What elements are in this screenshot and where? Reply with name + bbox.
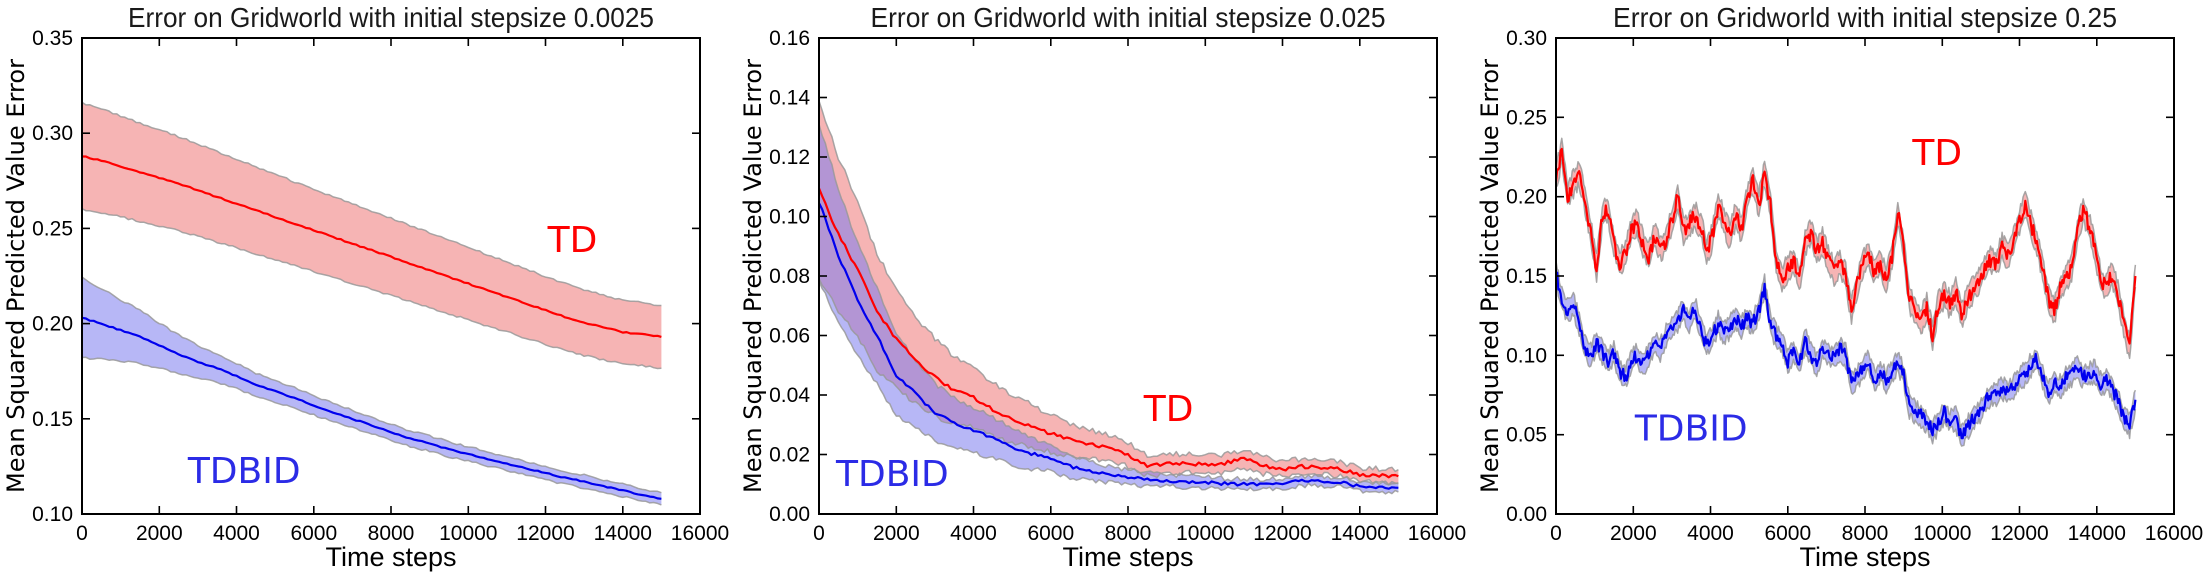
td-band-edge-lower <box>1556 158 2137 360</box>
x-axis-label: Time steps <box>1799 542 1930 572</box>
y-tick-label: 0.12 <box>769 146 810 169</box>
td-confidence-band <box>819 100 1399 485</box>
chart-title: Error on Gridworld with initial stepsize… <box>128 2 654 33</box>
x-tick-label: 6000 <box>1764 522 1811 545</box>
x-tick-label: 8000 <box>368 522 415 545</box>
td-band-edge-lower <box>82 207 662 370</box>
tdbid-band-edge-lower <box>82 356 662 506</box>
x-tick-label: 16000 <box>2145 522 2203 545</box>
x-tick-label: 2000 <box>136 522 183 545</box>
tdbid-annotation: TDBID <box>187 451 301 492</box>
x-tick-label: 4000 <box>950 522 997 545</box>
y-axis-label: Mean Squared Predicted Value Error <box>2 59 30 493</box>
x-tick-label: 0 <box>76 522 88 545</box>
x-axis-label: Time steps <box>325 542 456 572</box>
y-tick-label: 0.25 <box>1506 106 1547 129</box>
y-tick-label: 0.02 <box>769 444 810 467</box>
chart-stepsize-0-25: 0 2000 4000 6000 8000 10000 12000 14000 16000 0.0… <box>1474 0 2211 576</box>
td-band-edge-upper <box>819 100 1399 473</box>
y-tick-label: 0.10 <box>1506 344 1547 367</box>
y-tick-label: 0.10 <box>32 503 73 526</box>
y-tick-label: 0.00 <box>1506 503 1547 526</box>
x-tick-label: 8000 <box>1842 522 1889 545</box>
x-tick-label: 6000 <box>290 522 337 545</box>
y-tick-label: 0.05 <box>1506 424 1547 447</box>
x-tick-label: 2000 <box>873 522 920 545</box>
y-tick-label: 0.08 <box>769 265 810 288</box>
tdbid-mean-line <box>82 316 662 500</box>
tdbid-mean-line <box>1556 271 2137 440</box>
chart-canvas-stepsize-0-0025: 0 2000 4000 6000 8000 10000 12000 14000 16000 0.1… <box>2 2 729 572</box>
tdbid-band-edge-lower <box>819 280 1399 495</box>
y-tick-label: 0.04 <box>769 384 810 407</box>
x-tick-label: 12000 <box>1990 522 2048 545</box>
x-tick-label: 0 <box>1550 522 1562 545</box>
y-tick-label: 0.35 <box>32 27 73 50</box>
tdbid-mean-line <box>819 202 1399 490</box>
x-tick-label: 14000 <box>2068 522 2126 545</box>
td-confidence-band <box>82 102 662 369</box>
td-annotation: TD <box>1143 389 1194 430</box>
tdbid-annotation: TDBID <box>1634 408 1748 449</box>
tdbid-band-edge-lower <box>1556 283 2137 447</box>
x-tick-label: 0 <box>813 522 825 545</box>
x-tick-label: 14000 <box>1331 522 1389 545</box>
x-tick-label: 12000 <box>1253 522 1311 545</box>
y-tick-label: 0.30 <box>1506 27 1547 50</box>
y-tick-label: 0.10 <box>769 206 810 229</box>
x-tick-label: 6000 <box>1027 522 1074 545</box>
y-tick-label: 0.25 <box>32 217 73 240</box>
tdbid-band-edge-upper <box>82 276 662 494</box>
y-tick-label: 0.16 <box>769 27 810 50</box>
tdbid-annotation: TDBID <box>835 454 949 495</box>
tdbid-band-edge-upper <box>819 123 1399 486</box>
chart-canvas-stepsize-0-25: 0 2000 4000 6000 8000 10000 12000 14000 16000 0.0… <box>1476 2 2203 572</box>
y-tick-label: 0.15 <box>32 408 73 431</box>
x-tick-label: 8000 <box>1105 522 1152 545</box>
x-tick-label: 2000 <box>1610 522 1657 545</box>
x-tick-label: 14000 <box>594 522 652 545</box>
y-tick-label: 0.15 <box>1506 265 1547 288</box>
tdbid-band-edge-upper <box>1556 260 2137 429</box>
td-mean-line <box>82 155 662 338</box>
td-band-edge-upper <box>1556 137 2137 337</box>
td-band-edge-upper <box>82 101 662 307</box>
plot-box <box>818 37 1438 515</box>
y-tick-label: 0.20 <box>32 313 73 336</box>
x-tick-label: 10000 <box>1913 522 1971 545</box>
y-tick-label: 0.00 <box>769 503 810 526</box>
x-axis-label: Time steps <box>1062 542 1193 572</box>
td-mean-line <box>1556 147 2137 345</box>
y-tick-label: 0.20 <box>1506 186 1547 209</box>
y-axis-label: Mean Squared Predicted Value Error <box>1476 59 1504 493</box>
td-annotation: TD <box>1911 133 1962 174</box>
x-tick-label: 10000 <box>1176 522 1234 545</box>
chart-title: Error on Gridworld with initial stepsize… <box>871 2 1386 33</box>
td-annotation: TD <box>547 220 598 261</box>
x-tick-label: 10000 <box>439 522 497 545</box>
x-tick-label: 4000 <box>213 522 260 545</box>
chart-title: Error on Gridworld with initial stepsize… <box>1613 2 2117 33</box>
y-tick-label: 0.14 <box>769 87 810 110</box>
chart-stepsize-0-025: 0 2000 4000 6000 8000 10000 12000 14000 16000 0.0… <box>737 0 1474 576</box>
chart-canvas-stepsize-0-025: 0 2000 4000 6000 8000 10000 12000 14000 16000 0.0… <box>739 2 1466 572</box>
y-tick-label: 0.30 <box>32 122 73 145</box>
tdbid-confidence-band <box>82 277 662 505</box>
x-tick-label: 16000 <box>671 522 729 545</box>
chart-stepsize-0-0025: 0 2000 4000 6000 8000 10000 12000 14000 16000 0.1… <box>0 0 737 576</box>
y-axis-label: Mean Squared Predicted Value Error <box>739 59 767 493</box>
x-tick-label: 12000 <box>516 522 574 545</box>
x-tick-label: 16000 <box>1408 522 1466 545</box>
y-tick-label: 0.06 <box>769 325 810 348</box>
td-mean-line <box>819 187 1399 479</box>
x-tick-label: 4000 <box>1687 522 1734 545</box>
